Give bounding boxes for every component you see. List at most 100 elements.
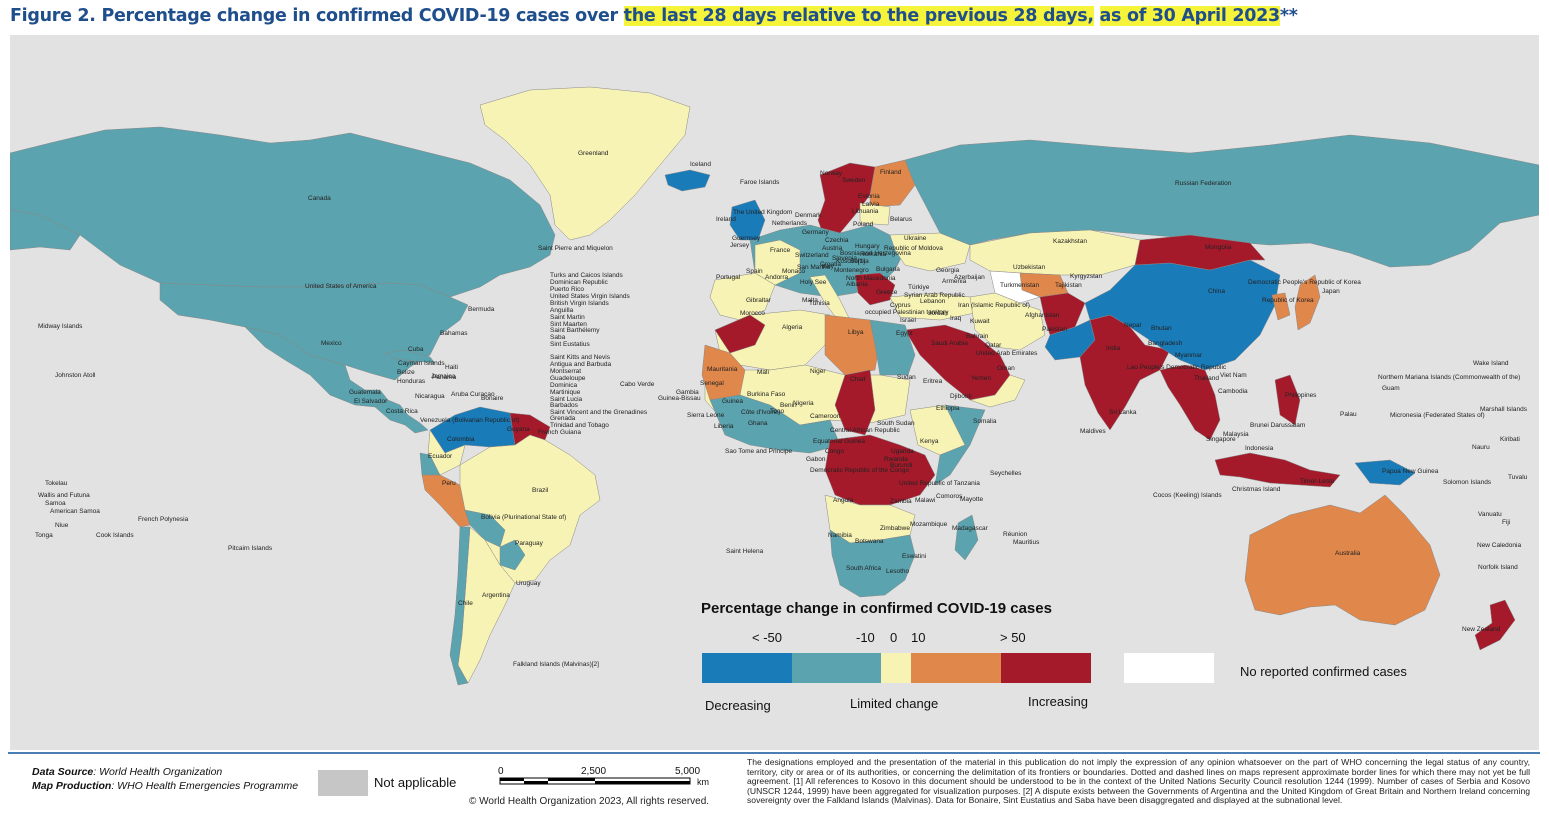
- country-label: Côte d'Ivoire: [741, 409, 778, 416]
- country-label: Namibia: [828, 532, 852, 539]
- country-label: Burkina Faso: [747, 391, 786, 398]
- scale-tick-5000: 5,000: [675, 766, 700, 777]
- france-shape: [754, 239, 801, 286]
- country-label: Hungary: [855, 243, 880, 250]
- country-label: Yemen: [971, 375, 991, 382]
- legend-swatch-increasing-strong: [1001, 653, 1091, 683]
- country-label: Ukraine: [904, 235, 927, 242]
- legend-tick-lt-50: < -50: [752, 630, 782, 645]
- country-label: Tajikistan: [1055, 282, 1082, 289]
- country-label: China: [1208, 288, 1225, 295]
- country-label: Pakistan: [1042, 326, 1067, 333]
- country-label: Poland: [853, 221, 874, 228]
- country-label: Vanuatu: [1478, 511, 1502, 518]
- country-label: Latvia: [862, 201, 880, 208]
- country-label: Malta: [802, 297, 818, 304]
- scale-segment-3: [548, 778, 595, 781]
- scale-tick-2500: 2,500: [581, 766, 606, 777]
- country-label: Netherlands: [772, 220, 808, 227]
- world-map: Greenland Iceland Canada Faroe Islands Russi…: [9, 35, 1540, 750]
- country-label: Azerbaijan: [954, 274, 985, 281]
- country-label: Iraq: [950, 315, 962, 322]
- legend-decreasing-label: Decreasing: [705, 698, 771, 713]
- country-label: Niger: [810, 368, 826, 375]
- legend-tick-gt-50: > 50: [1000, 630, 1026, 645]
- country-label: Chile: [458, 600, 473, 607]
- country-label: Barbados: [550, 402, 579, 409]
- legend: Percentage change in confirmed COVID-19 …: [701, 600, 1407, 713]
- country-label: Saint Kitts and Nevis: [550, 354, 611, 361]
- country-label: Cameroon: [810, 413, 841, 420]
- country-label: Gambia: [676, 389, 699, 396]
- country-label: Czechia: [825, 237, 849, 244]
- country-label: Bahrain: [966, 333, 989, 340]
- country-label: Wallis and Futuna: [38, 492, 90, 499]
- country-label: Australia: [1335, 550, 1361, 557]
- country-label: Gibraltar: [746, 297, 772, 304]
- legend-title: Percentage change in confirmed COVID-19 …: [701, 600, 1052, 617]
- new-zealand-shape: [1474, 599, 1516, 651]
- scale-bar: 0 2,500 5,000 km: [498, 766, 709, 787]
- world-map-svg: Greenland Iceland Canada Faroe Islands Russi…: [9, 86, 1540, 713]
- legend-swatch-decreasing-strong: [702, 653, 792, 683]
- title-suffix: **: [1279, 6, 1298, 26]
- country-label: The United Kingdom: [733, 209, 792, 216]
- country-label: Benin: [780, 402, 797, 409]
- country-label: occupied Palestinian territory: [865, 309, 949, 316]
- country-label: Bonaire: [481, 395, 504, 402]
- country-label: Greenland: [578, 150, 609, 157]
- country-label: Uzbekistan: [1013, 264, 1046, 271]
- country-label: Aruba: [451, 391, 469, 398]
- country-label: Türkiye: [908, 284, 930, 291]
- country-label: Cambodia: [1218, 388, 1248, 395]
- country-label: Equatorial Guinea: [813, 438, 865, 445]
- country-label: Argentina: [482, 592, 510, 599]
- country-label: Saint Pierre and Miquelon: [538, 245, 613, 252]
- country-label: Oman: [997, 365, 1015, 372]
- country-label: Timor-Leste: [1300, 478, 1335, 485]
- country-label: Jersey: [730, 242, 750, 249]
- cuba-shape: [384, 349, 436, 364]
- country-label: Samoa: [45, 500, 66, 507]
- data-source-line: Data Source: World Health Organization: [32, 765, 298, 779]
- country-label: Tuvalu: [1508, 474, 1528, 481]
- country-label: Mongolia: [1205, 244, 1232, 251]
- country-label: Saint Barthélemy: [550, 327, 600, 334]
- country-label: Norfolk Island: [1478, 564, 1518, 571]
- country-label: Switzerland: [795, 252, 829, 259]
- country-label: Midway Islands: [38, 323, 83, 330]
- copyright-notice: © World Health Organization 2023, All ri…: [469, 796, 710, 807]
- country-label: Gabon: [806, 456, 826, 463]
- legend-swatch-limited-change: [881, 653, 911, 683]
- country-label: Zimbabwe: [880, 525, 910, 532]
- country-label: Honduras: [397, 378, 426, 385]
- scale-tick-0: 0: [498, 766, 504, 777]
- legend-swatch-decreasing: [792, 653, 881, 683]
- country-label: United Arab Emirates: [976, 350, 1038, 357]
- southern-africa-shape: [829, 529, 916, 598]
- country-label: South Sudan: [877, 420, 915, 427]
- country-label: San Marino: [797, 264, 831, 271]
- southeast-asia-shape: [1159, 364, 1221, 441]
- country-label: Democratic People's Republic of Korea: [1248, 279, 1361, 286]
- country-label: Bulgaria: [876, 266, 900, 273]
- philippines-shape: [1274, 374, 1301, 426]
- somalia-shape: [934, 404, 986, 486]
- country-label: Germany: [802, 229, 829, 236]
- country-label: Libya: [848, 329, 864, 336]
- country-shapes: [9, 86, 1540, 686]
- country-label: Finland: [880, 169, 902, 176]
- footer-credits: Data Source: World Health Organization M…: [32, 765, 298, 793]
- country-label: Serbia: [850, 258, 869, 265]
- country-label: Democratic Republic of the Congo: [810, 467, 909, 474]
- country-label: British Virgin Islands: [550, 300, 610, 307]
- country-label: Seychelles: [990, 470, 1022, 477]
- country-label: Egypt: [896, 330, 913, 337]
- egypt-shape: [869, 319, 916, 376]
- country-label: Kenya: [920, 438, 939, 445]
- country-label: Dominica: [550, 382, 577, 389]
- country-label: Mauritania: [707, 366, 738, 373]
- country-label: Cabo Verde: [620, 381, 655, 388]
- country-label: Senegal: [700, 380, 724, 387]
- country-label: Comoros: [936, 493, 963, 500]
